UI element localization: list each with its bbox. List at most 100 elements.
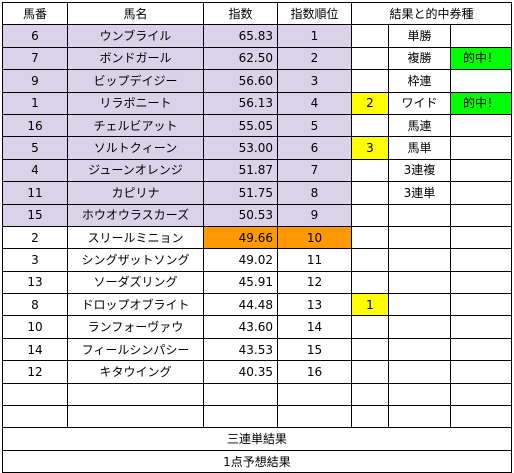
score-cell[interactable]: 43.53 bbox=[203, 337, 278, 362]
hit-cell[interactable] bbox=[450, 136, 512, 160]
bet-type-cell[interactable] bbox=[388, 248, 451, 272]
cell[interactable] bbox=[351, 405, 389, 429]
score-cell[interactable]: 49.66 bbox=[203, 225, 278, 250]
finish-place-cell[interactable] bbox=[351, 203, 389, 227]
finish-place-cell[interactable] bbox=[351, 248, 389, 272]
bet-type-cell[interactable]: ワイド bbox=[388, 91, 451, 115]
horse-name-cell[interactable]: ランフォーヴァウ bbox=[67, 315, 204, 339]
horse-name-cell[interactable]: ビップデイジー bbox=[67, 69, 204, 93]
rank-cell[interactable]: 1 bbox=[277, 24, 352, 48]
cell[interactable] bbox=[203, 405, 278, 429]
hit-cell[interactable] bbox=[450, 337, 512, 362]
bet-type-cell[interactable]: 3連単 bbox=[388, 181, 451, 205]
hit-cell[interactable] bbox=[450, 158, 512, 183]
cell[interactable] bbox=[450, 405, 512, 429]
hit-cell[interactable] bbox=[450, 113, 512, 138]
one-point-prediction-cell[interactable]: 1点予想結果 bbox=[2, 449, 512, 473]
finish-place-cell[interactable] bbox=[351, 360, 389, 384]
rank-cell[interactable]: 11 bbox=[277, 248, 352, 272]
header-result-bet-type[interactable]: 結果と的中券種 bbox=[351, 1, 512, 26]
bet-type-cell[interactable] bbox=[388, 203, 451, 227]
horse-number-cell[interactable]: 1 bbox=[2, 91, 68, 115]
hit-cell[interactable] bbox=[450, 203, 512, 227]
hit-cell[interactable] bbox=[450, 69, 512, 93]
hit-cell[interactable] bbox=[450, 315, 512, 339]
header-score-rank[interactable]: 指数順位 bbox=[277, 1, 352, 26]
horse-name-cell[interactable]: リラボニート bbox=[67, 91, 204, 115]
horse-name-cell[interactable]: ボンドガール bbox=[67, 46, 204, 71]
header-score[interactable]: 指数 bbox=[203, 1, 278, 26]
horse-number-cell[interactable]: 11 bbox=[2, 181, 68, 205]
score-cell[interactable]: 55.05 bbox=[203, 113, 278, 138]
hit-cell[interactable] bbox=[450, 360, 512, 384]
horse-number-cell[interactable]: 12 bbox=[2, 360, 68, 384]
bet-type-cell[interactable] bbox=[388, 225, 451, 250]
horse-number-cell[interactable]: 9 bbox=[2, 69, 68, 93]
horse-number-cell[interactable]: 16 bbox=[2, 113, 68, 138]
cell[interactable] bbox=[2, 382, 68, 407]
cell[interactable] bbox=[450, 382, 512, 407]
score-cell[interactable]: 65.83 bbox=[203, 24, 278, 48]
rank-cell[interactable]: 4 bbox=[277, 91, 352, 115]
finish-place-cell[interactable] bbox=[351, 225, 389, 250]
header-horse-name[interactable]: 馬名 bbox=[67, 1, 204, 26]
rank-cell[interactable]: 14 bbox=[277, 315, 352, 339]
hit-cell[interactable]: 的中！ bbox=[450, 91, 512, 115]
finish-place-cell[interactable] bbox=[351, 337, 389, 362]
finish-place-cell[interactable] bbox=[351, 46, 389, 71]
horse-name-cell[interactable]: ウンブライル bbox=[67, 24, 204, 48]
rank-cell[interactable]: 2 bbox=[277, 46, 352, 71]
horse-name-cell[interactable]: ソルトクィーン bbox=[67, 136, 204, 160]
rank-cell[interactable]: 15 bbox=[277, 337, 352, 362]
cell[interactable] bbox=[67, 382, 204, 407]
bet-type-cell[interactable]: 複勝 bbox=[388, 46, 451, 71]
hit-cell[interactable] bbox=[450, 293, 512, 317]
hit-cell[interactable] bbox=[450, 24, 512, 48]
bet-type-cell[interactable]: 枠連 bbox=[388, 69, 451, 93]
score-cell[interactable]: 62.50 bbox=[203, 46, 278, 71]
horse-name-cell[interactable]: ジューンオレンジ bbox=[67, 158, 204, 183]
finish-place-cell[interactable]: 3 bbox=[351, 136, 389, 160]
finish-place-cell[interactable] bbox=[351, 113, 389, 138]
horse-name-cell[interactable]: チェルビアット bbox=[67, 113, 204, 138]
bet-type-cell[interactable] bbox=[388, 360, 451, 384]
rank-cell[interactable]: 7 bbox=[277, 158, 352, 183]
finish-place-cell[interactable] bbox=[351, 315, 389, 339]
cell[interactable] bbox=[67, 405, 204, 429]
bet-type-cell[interactable] bbox=[388, 337, 451, 362]
hit-cell[interactable] bbox=[450, 181, 512, 205]
rank-cell[interactable]: 6 bbox=[277, 136, 352, 160]
horse-number-cell[interactable]: 15 bbox=[2, 203, 68, 227]
hit-cell[interactable] bbox=[450, 225, 512, 250]
cell[interactable] bbox=[388, 382, 451, 407]
score-cell[interactable]: 51.75 bbox=[203, 181, 278, 205]
score-cell[interactable]: 56.13 bbox=[203, 91, 278, 115]
rank-cell[interactable]: 12 bbox=[277, 270, 352, 295]
cell[interactable] bbox=[2, 405, 68, 429]
horse-number-cell[interactable]: 3 bbox=[2, 248, 68, 272]
cell[interactable] bbox=[277, 382, 352, 407]
hit-cell[interactable] bbox=[450, 248, 512, 272]
score-cell[interactable]: 45.91 bbox=[203, 270, 278, 295]
horse-number-cell[interactable]: 8 bbox=[2, 293, 68, 317]
rank-cell[interactable]: 16 bbox=[277, 360, 352, 384]
horse-number-cell[interactable]: 10 bbox=[2, 315, 68, 339]
finish-place-cell[interactable]: 1 bbox=[351, 293, 389, 317]
horse-number-cell[interactable]: 2 bbox=[2, 225, 68, 250]
horse-name-cell[interactable]: キタウイング bbox=[67, 360, 204, 384]
bet-type-cell[interactable]: 馬単 bbox=[388, 136, 451, 160]
hit-cell[interactable]: 的中！ bbox=[450, 46, 512, 71]
score-cell[interactable]: 44.48 bbox=[203, 293, 278, 317]
score-cell[interactable]: 49.02 bbox=[203, 248, 278, 272]
rank-cell[interactable]: 8 bbox=[277, 181, 352, 205]
trifecta-result-cell[interactable]: 三連単結果 bbox=[2, 427, 512, 451]
score-cell[interactable]: 40.35 bbox=[203, 360, 278, 384]
bet-type-cell[interactable] bbox=[388, 293, 451, 317]
horse-name-cell[interactable]: ソーダズリング bbox=[67, 270, 204, 295]
score-cell[interactable]: 50.53 bbox=[203, 203, 278, 227]
finish-place-cell[interactable] bbox=[351, 181, 389, 205]
finish-place-cell[interactable] bbox=[351, 270, 389, 295]
horse-name-cell[interactable]: スリールミニョン bbox=[67, 225, 204, 250]
score-cell[interactable]: 53.00 bbox=[203, 136, 278, 160]
horse-name-cell[interactable]: ドロップオブライト bbox=[67, 293, 204, 317]
